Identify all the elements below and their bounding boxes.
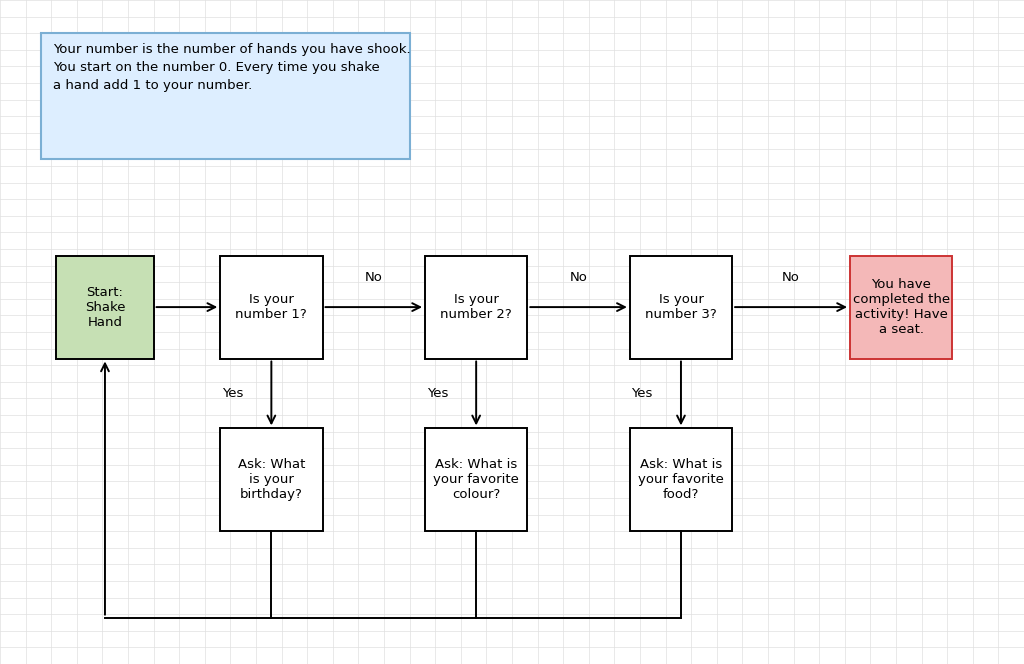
Text: Yes: Yes — [632, 387, 652, 400]
Text: Is your
number 3?: Is your number 3? — [645, 293, 717, 321]
Text: You have
completed the
activity! Have
a seat.: You have completed the activity! Have a … — [853, 278, 949, 336]
FancyBboxPatch shape — [220, 428, 323, 531]
Text: Ask: What
is your
birthday?: Ask: What is your birthday? — [238, 458, 305, 501]
FancyBboxPatch shape — [630, 428, 732, 531]
Text: No: No — [782, 271, 800, 284]
FancyBboxPatch shape — [850, 256, 952, 359]
Text: Ask: What is
your favorite
colour?: Ask: What is your favorite colour? — [433, 458, 519, 501]
Text: Your number is the number of hands you have shook.
You start on the number 0. Ev: Your number is the number of hands you h… — [53, 43, 411, 92]
FancyBboxPatch shape — [425, 256, 527, 359]
Text: Start:
Shake
Hand: Start: Shake Hand — [85, 286, 125, 329]
FancyBboxPatch shape — [41, 33, 410, 159]
FancyBboxPatch shape — [220, 256, 323, 359]
FancyBboxPatch shape — [630, 256, 732, 359]
Text: Is your
number 2?: Is your number 2? — [440, 293, 512, 321]
Text: No: No — [365, 271, 383, 284]
Text: No: No — [569, 271, 588, 284]
FancyBboxPatch shape — [425, 428, 527, 531]
Text: Yes: Yes — [222, 387, 243, 400]
FancyBboxPatch shape — [56, 256, 154, 359]
Text: Ask: What is
your favorite
food?: Ask: What is your favorite food? — [638, 458, 724, 501]
Text: Yes: Yes — [427, 387, 447, 400]
Text: Is your
number 1?: Is your number 1? — [236, 293, 307, 321]
